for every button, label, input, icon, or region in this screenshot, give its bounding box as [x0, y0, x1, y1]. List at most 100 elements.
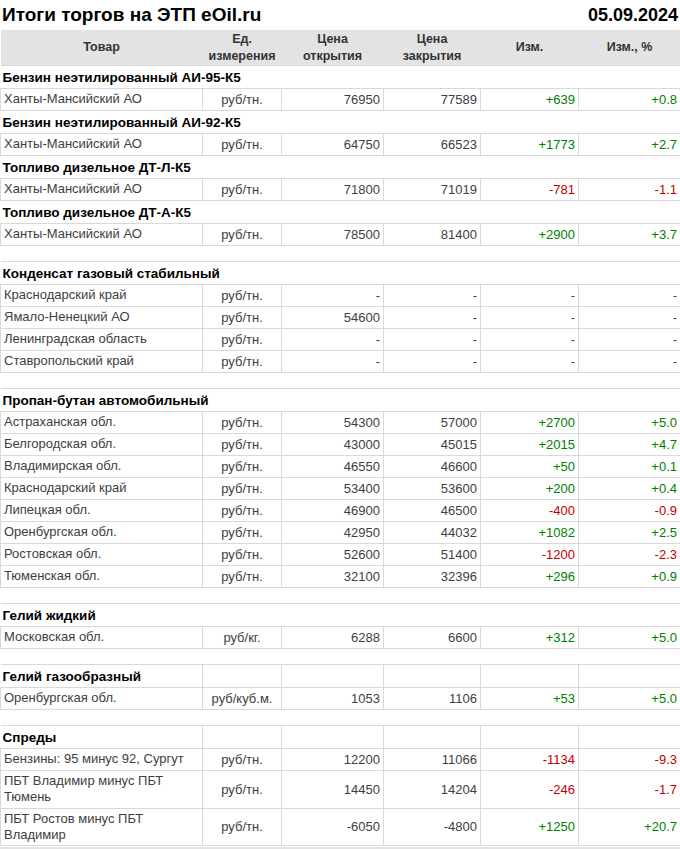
open-price-cell: 64750 — [282, 134, 384, 156]
change-cell: - — [481, 329, 579, 351]
empty-cell — [203, 726, 282, 749]
empty-cell — [579, 665, 680, 688]
open-price-cell: 46550 — [282, 456, 384, 478]
change-cell: - — [481, 307, 579, 329]
column-header-label: Товар — [1, 39, 203, 55]
section-title: Спреды — [1, 726, 203, 749]
close-price-cell: 46600 — [384, 456, 481, 478]
section-gap — [1, 373, 680, 389]
section-title: Топливо дизельное ДТ-Л-К5 — [1, 156, 680, 179]
product-cell: Ростовская обл. — [1, 544, 203, 566]
report-date: 05.09.2024 — [588, 5, 678, 26]
open-price-cell: 53400 — [282, 478, 384, 500]
product-cell: Ханты-Мансийский АО — [1, 134, 203, 156]
unit-cell: руб/кг. — [203, 627, 282, 649]
change-cell: -1134 — [481, 749, 579, 771]
change-cell: +53 — [481, 688, 579, 710]
close-price-cell: 11066 — [384, 749, 481, 771]
product-cell: Белгородская обл. — [1, 434, 203, 456]
unit-cell: руб/тн. — [203, 89, 282, 111]
product-cell: Астраханская обл. — [1, 412, 203, 434]
unit-cell: руб/тн. — [203, 771, 282, 809]
change-pct-cell: +4.7 — [579, 434, 680, 456]
empty-cell — [384, 665, 481, 688]
change-pct-cell: +0.9 — [579, 566, 680, 588]
section-gap — [1, 710, 680, 726]
section-title: Бензин неэтилированный АИ-95-К5 — [1, 66, 680, 89]
product-cell: Ставропольский край — [1, 351, 203, 373]
product-cell: Тюменская обл. — [1, 566, 203, 588]
unit-cell: руб/тн. — [203, 285, 282, 307]
column-header-unit: Ед. измерения — [203, 30, 282, 66]
change-cell: +1250 — [481, 808, 579, 846]
product-cell: Ленинградская область — [1, 329, 203, 351]
section-gap — [1, 588, 680, 604]
unit-cell: руб/тн. — [203, 179, 282, 201]
column-header-close-price: Цена закрытия — [384, 30, 481, 66]
product-cell: Московская обл. — [1, 627, 203, 649]
open-price-cell: -6050 — [282, 808, 384, 846]
open-price-cell: 46900 — [282, 500, 384, 522]
unit-cell: руб/тн. — [203, 456, 282, 478]
change-pct-cell: +20.7 — [579, 808, 680, 846]
open-price-cell: 32100 — [282, 566, 384, 588]
unit-cell: руб/тн. — [203, 808, 282, 846]
close-price-cell: 77589 — [384, 89, 481, 111]
open-price-cell: - — [282, 285, 384, 307]
change-pct-cell: +0.8 — [579, 89, 680, 111]
unit-cell: руб/тн. — [203, 544, 282, 566]
section-title: Пропан-бутан автомобильный — [1, 389, 680, 412]
change-pct-cell: -2.3 — [579, 544, 680, 566]
product-cell: Краснодарский край — [1, 285, 203, 307]
open-price-cell: - — [282, 351, 384, 373]
unit-cell: руб/тн. — [203, 307, 282, 329]
close-price-cell: 45015 — [384, 434, 481, 456]
open-price-cell: - — [282, 329, 384, 351]
change-cell: - — [481, 285, 579, 307]
change-cell: +1082 — [481, 522, 579, 544]
empty-cell — [481, 665, 579, 688]
column-header-label: открытия — [282, 48, 384, 64]
change-pct-cell: - — [579, 351, 680, 373]
column-header-label: измерения — [203, 48, 282, 64]
open-price-cell: 54300 — [282, 412, 384, 434]
product-cell: Ханты-Мансийский АО — [1, 89, 203, 111]
change-pct-cell: - — [579, 285, 680, 307]
unit-cell: руб/тн. — [203, 566, 282, 588]
unit-cell: руб/тн. — [203, 500, 282, 522]
close-price-cell: - — [384, 285, 481, 307]
close-price-cell: 46500 — [384, 500, 481, 522]
change-cell: -1200 — [481, 544, 579, 566]
unit-cell: руб/тн. — [203, 412, 282, 434]
close-price-cell: 66523 — [384, 134, 481, 156]
change-pct-cell: +5.0 — [579, 412, 680, 434]
unit-cell: руб/тн. — [203, 224, 282, 246]
empty-cell — [203, 665, 282, 688]
open-price-cell: 12200 — [282, 749, 384, 771]
close-price-cell: 51400 — [384, 544, 481, 566]
close-price-cell: 44032 — [384, 522, 481, 544]
product-cell: Бензины: 95 минус 92, Сургут — [1, 749, 203, 771]
product-cell: Краснодарский край — [1, 478, 203, 500]
unit-cell: руб/тн. — [203, 749, 282, 771]
empty-cell — [481, 726, 579, 749]
empty-cell — [282, 665, 384, 688]
column-header-label: Изм., % — [579, 39, 680, 55]
close-price-cell: -4800 — [384, 808, 481, 846]
change-pct-cell: +0.4 — [579, 478, 680, 500]
change-cell: +200 — [481, 478, 579, 500]
table-body: Бензин неэтилированный АИ-95-К5Ханты-Ман… — [1, 66, 680, 846]
change-cell: +312 — [481, 627, 579, 649]
open-price-cell: 14450 — [282, 771, 384, 809]
change-pct-cell: +5.0 — [579, 688, 680, 710]
change-pct-cell: -1.1 — [579, 179, 680, 201]
title-bar: Итоги торгов на ЭТП eOil.ru 05.09.2024 — [0, 0, 680, 30]
column-header-change: Изм. — [481, 30, 579, 66]
product-cell: Оренбургская обл. — [1, 522, 203, 544]
change-cell: -781 — [481, 179, 579, 201]
close-price-cell: 57000 — [384, 412, 481, 434]
empty-cell — [384, 726, 481, 749]
section-gap — [1, 246, 680, 262]
product-cell: Ханты-Мансийский АО — [1, 179, 203, 201]
unit-cell: руб/тн. — [203, 351, 282, 373]
